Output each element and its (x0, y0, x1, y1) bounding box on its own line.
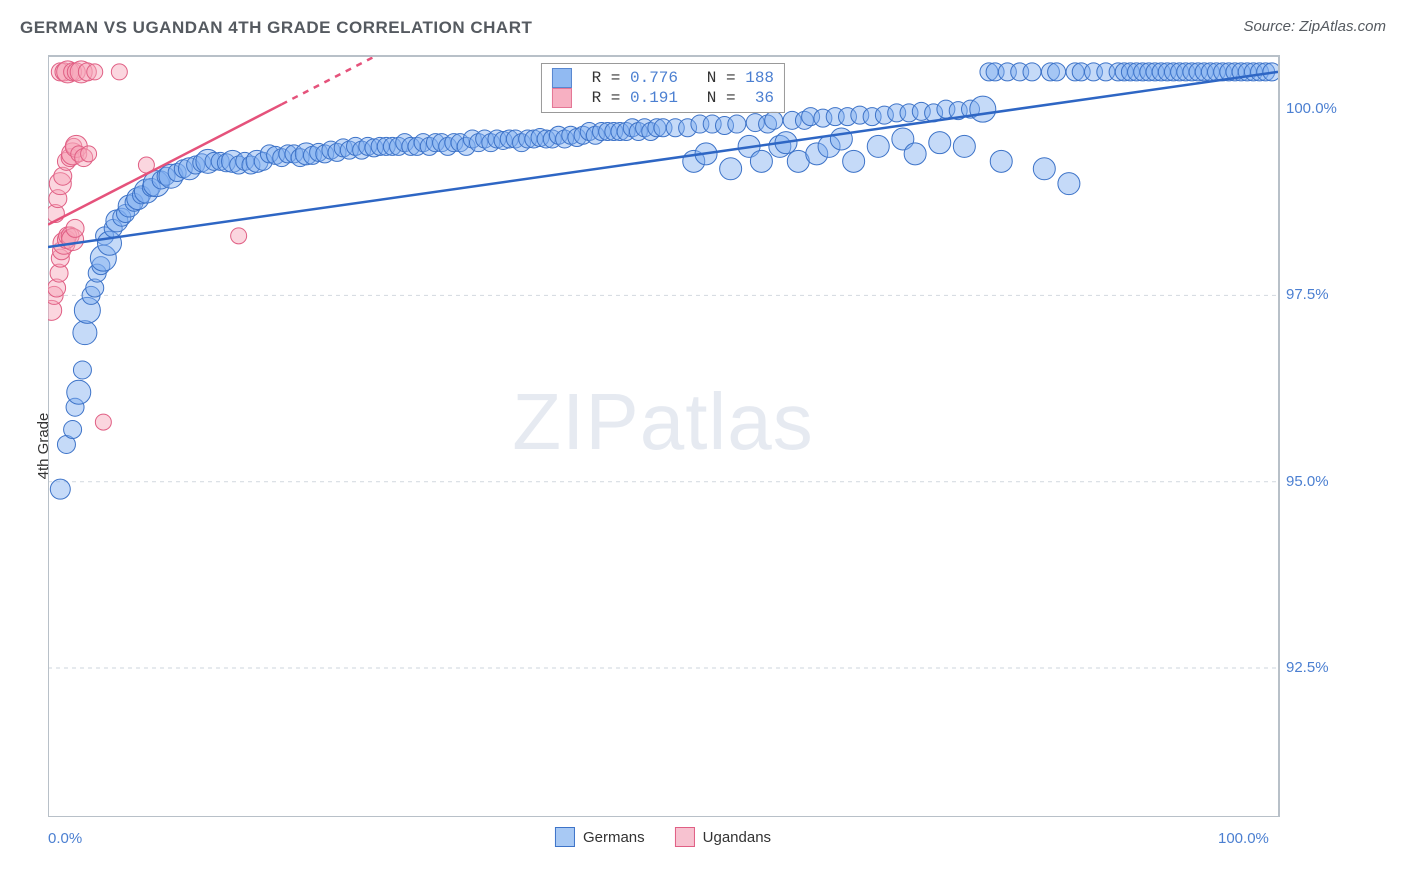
legend-row: R = 0.776 N = 188 (552, 68, 774, 88)
chart-title: GERMAN VS UGANDAN 4TH GRADE CORRELATION … (20, 18, 532, 37)
series-legend: Germans Ugandans (555, 827, 771, 847)
source-label: Source: ZipAtlas.com (1243, 18, 1386, 35)
plot-area: ZIPatlas R = 0.776 N = 188 R = 0.191 N =… (48, 55, 1280, 817)
legend-row: R = 0.191 N = 36 (552, 88, 774, 108)
legend-text: R = 0.191 N = 36 (582, 89, 774, 107)
legend-label: Germans (583, 829, 645, 846)
legend-swatch (552, 88, 572, 108)
y-tick-label: 92.5% (1286, 659, 1366, 676)
scatter-plot-svg (48, 57, 1278, 817)
x-tick-label: 100.0% (1218, 830, 1269, 847)
y-tick-label: 100.0% (1286, 100, 1366, 117)
series-legend-item: Ugandans (675, 827, 771, 847)
series-legend-item: Germans (555, 827, 645, 847)
legend-swatch (555, 827, 575, 847)
legend-swatch (552, 68, 572, 88)
x-tick-label: 0.0% (48, 830, 82, 847)
y-tick-label: 97.5% (1286, 286, 1366, 303)
legend-text: R = 0.776 N = 188 (582, 69, 774, 87)
y-tick-label: 95.0% (1286, 473, 1366, 490)
legend-swatch (675, 827, 695, 847)
legend-label: Ugandans (703, 829, 771, 846)
correlation-legend: R = 0.776 N = 188 R = 0.191 N = 36 (541, 63, 785, 113)
